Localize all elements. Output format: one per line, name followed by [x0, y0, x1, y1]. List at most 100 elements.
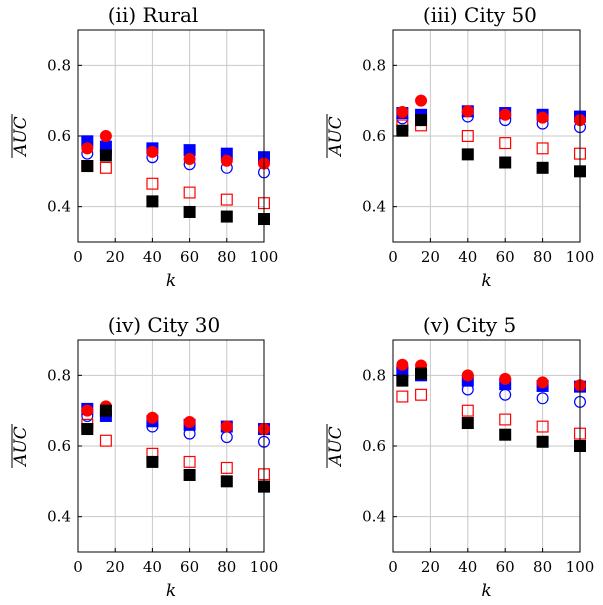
data-point: [461, 148, 474, 161]
data-point: [499, 372, 512, 385]
data-point: [536, 161, 549, 174]
data-point: [99, 404, 112, 417]
data-point: [499, 156, 512, 169]
data-point: [220, 210, 233, 223]
panel-title: (ii) Rural: [108, 3, 199, 27]
data-point: [536, 435, 549, 448]
y-tick-label: 0.4: [362, 508, 386, 526]
series-4: [396, 388, 586, 440]
x-tick-label: 40: [458, 248, 477, 266]
data-point: [499, 413, 512, 426]
plot-frame: [392, 339, 581, 553]
series-3: [396, 94, 586, 127]
chart-panel-2: 0 20 40 60 80 100 0.4 0.6 0.8 (iii) City 50 k AUC: [326, 3, 594, 291]
plot-frame: [77, 29, 265, 243]
y-tick-label: 0.6: [362, 127, 386, 145]
series-4: [81, 160, 271, 210]
panel-title: (v) City 5: [423, 313, 516, 337]
data-point: [461, 130, 474, 143]
series-3: [81, 130, 270, 170]
x-tick-label: 80: [533, 558, 552, 576]
data-point: [183, 427, 196, 440]
data-point: [99, 161, 112, 174]
data-point: [396, 374, 409, 387]
x-axis-title: k: [481, 271, 491, 291]
x-tick-label: 0: [388, 248, 398, 266]
x-tick-label: 20: [421, 558, 440, 576]
data-point: [81, 142, 94, 155]
chart-panel-1: 0 20 40 60 80 100 0.4 0.6 0.8 (ii) Rural k AUC: [11, 3, 278, 291]
y-tick-label: 0.6: [47, 437, 71, 455]
data-point: [81, 423, 94, 436]
x-tick-label: 40: [458, 558, 477, 576]
data-point: [183, 152, 196, 165]
x-tick-label: 20: [421, 248, 440, 266]
x-tick-label: 0: [388, 558, 398, 576]
y-tick-label: 0.8: [362, 366, 386, 384]
data-point: [536, 142, 549, 155]
x-tick-label: 80: [533, 248, 552, 266]
data-point: [396, 105, 409, 118]
x-tick-label: 40: [143, 248, 162, 266]
data-point: [461, 383, 474, 396]
data-point: [461, 105, 474, 118]
y-tick-label: 0.6: [362, 437, 386, 455]
panel-title: (iv) City 30: [108, 313, 221, 337]
plot-frame: [77, 339, 265, 553]
data-point: [415, 94, 428, 107]
x-tick-label: 60: [180, 248, 199, 266]
y-axis-title: AUC: [326, 116, 346, 158]
plot-frame: [392, 29, 581, 243]
series-3: [396, 358, 586, 392]
x-axis-title: k: [166, 581, 176, 601]
data-point: [183, 205, 196, 218]
data-point: [461, 417, 474, 430]
x-tick-label: 100: [250, 248, 279, 266]
series-4: [81, 418, 271, 481]
y-axis-title: AUC: [11, 116, 31, 158]
y-axis-title: AUC: [326, 426, 346, 468]
series-5: [81, 404, 270, 493]
data-point: [415, 114, 428, 127]
data-point: [146, 455, 159, 468]
data-point: [183, 455, 196, 468]
y-tick-label: 0.4: [47, 198, 71, 216]
data-point: [415, 367, 428, 380]
y-tick-label: 0.8: [362, 56, 386, 74]
data-point: [220, 420, 233, 433]
x-tick-label: 20: [106, 248, 125, 266]
data-point: [536, 392, 549, 405]
data-point: [499, 137, 512, 150]
x-tick-label: 80: [217, 248, 236, 266]
data-point: [461, 369, 474, 382]
series-5: [81, 149, 270, 226]
x-tick-label: 60: [496, 558, 515, 576]
data-point: [81, 160, 94, 173]
x-axis-title: k: [166, 271, 176, 291]
chart-panel-3: 0 20 40 60 80 100 0.4 0.6 0.8 (iv) City 30 k AUC: [11, 313, 278, 601]
x-axis-title: k: [481, 581, 491, 601]
x-tick-label: 100: [566, 558, 595, 576]
y-tick-label: 0.4: [47, 508, 71, 526]
x-tick-label: 20: [106, 558, 125, 576]
data-point: [396, 358, 409, 371]
panel-title: (iii) City 50: [423, 3, 537, 27]
x-tick-label: 60: [496, 248, 515, 266]
data-point: [146, 411, 159, 424]
data-point: [183, 415, 196, 428]
data-point: [220, 475, 233, 488]
data-point: [499, 388, 512, 401]
data-point: [536, 420, 549, 433]
data-point: [415, 388, 428, 401]
y-tick-label: 0.8: [47, 366, 71, 384]
x-tick-label: 40: [143, 558, 162, 576]
data-point: [220, 193, 233, 206]
data-point: [81, 404, 94, 417]
y-tick-label: 0.4: [362, 198, 386, 216]
data-point: [99, 130, 112, 142]
x-tick-label: 100: [566, 248, 595, 266]
data-point: [396, 124, 409, 137]
y-axis-title: AUC: [11, 426, 31, 468]
series-5: [396, 367, 586, 452]
